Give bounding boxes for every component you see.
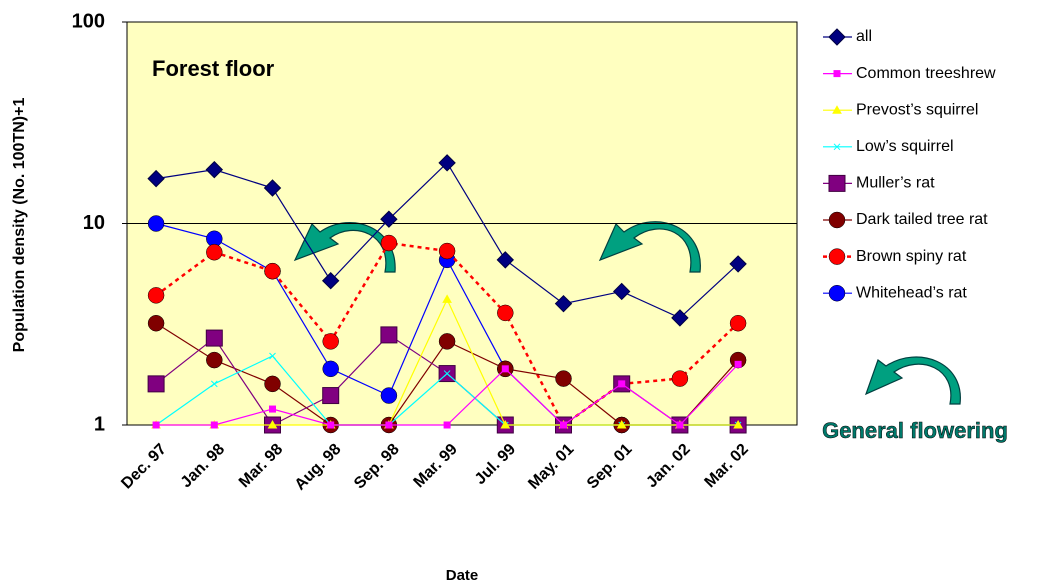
marker — [380, 326, 398, 344]
x-tick-label: Jan. 98 — [178, 441, 228, 491]
marker — [555, 370, 572, 387]
y-tick-label: 1 — [94, 413, 105, 435]
marker — [269, 405, 276, 413]
marker — [205, 160, 224, 179]
y-tick-label: 100 — [72, 10, 105, 32]
marker — [612, 282, 631, 301]
marker — [496, 251, 515, 269]
marker — [322, 333, 339, 350]
x-tick-label: Mar. 99 — [411, 441, 461, 491]
marker — [147, 375, 165, 393]
marker — [560, 421, 567, 429]
marker — [321, 272, 340, 290]
x-tick-label: Aug. 98 — [292, 441, 345, 494]
marker — [438, 333, 456, 350]
marker — [618, 380, 626, 388]
marker — [267, 419, 278, 429]
marker — [833, 143, 841, 151]
legend-item: all — [823, 28, 872, 46]
marker — [616, 419, 627, 429]
marker — [729, 255, 747, 273]
marker — [205, 329, 223, 347]
marker — [269, 352, 276, 360]
marker — [497, 304, 514, 322]
marker — [147, 215, 165, 232]
y-tick-label: 10 — [83, 212, 105, 234]
marker — [828, 174, 846, 192]
legend-item: Brown spiny rat — [823, 248, 967, 265]
marker — [385, 421, 393, 429]
legend-item: Low’s squirrel — [823, 138, 954, 155]
marker — [327, 421, 335, 429]
marker — [729, 314, 747, 332]
legend-label: Brown spiny rat — [856, 248, 967, 265]
marker — [676, 421, 684, 429]
annotation: General flowering — [822, 418, 1008, 443]
chart-title: Forest floor — [152, 56, 275, 81]
marker — [264, 262, 281, 280]
marker — [828, 284, 846, 302]
marker — [832, 105, 842, 114]
legend-item: Muller’s rat — [823, 175, 935, 192]
marker — [833, 70, 841, 78]
marker — [828, 248, 846, 265]
marker — [500, 419, 511, 429]
legend-label: Low’s squirrel — [856, 138, 954, 155]
legend-label: Dark tailed tree rat — [856, 211, 988, 228]
x-axis-title: Date — [446, 567, 479, 584]
x-tick-label: Sep. 01 — [584, 441, 636, 493]
marker — [733, 419, 743, 429]
legend-label: all — [856, 28, 872, 45]
marker — [322, 360, 339, 378]
x-tick-label: Mar. 02 — [702, 441, 752, 491]
legend-label: Muller’s rat — [856, 175, 935, 192]
marker — [380, 210, 398, 228]
marker — [554, 294, 573, 313]
series-line — [155, 241, 739, 427]
marker — [152, 421, 160, 429]
marker — [671, 370, 689, 387]
marker — [210, 380, 218, 388]
legend-label: Prevost’s squirrel — [856, 101, 978, 118]
marker — [828, 28, 846, 46]
marker — [147, 169, 165, 188]
marker — [438, 242, 456, 260]
marker — [263, 179, 282, 197]
marker — [210, 421, 218, 429]
x-tick-label: Mar. 98 — [236, 441, 286, 491]
x-tick-label: Jan. 02 — [643, 441, 693, 491]
marker — [828, 211, 846, 229]
legend-item: Dark tailed tree rat — [823, 211, 988, 229]
marker — [380, 234, 398, 252]
marker — [501, 365, 509, 373]
marker — [438, 154, 456, 172]
legend-label: Common treeshrew — [856, 65, 996, 82]
x-tick-label: Sep. 98 — [351, 441, 403, 493]
series — [147, 154, 747, 327]
marker — [734, 360, 742, 368]
x-tick-label: May. 01 — [525, 441, 577, 493]
marker — [206, 351, 223, 369]
marker — [322, 387, 340, 405]
legend-item: Common treeshrew — [823, 65, 996, 82]
marker — [671, 309, 689, 327]
legend-item: Prevost’s squirrel — [823, 101, 978, 118]
y-axis-title: Population density (No. 100TN)+1 — [11, 98, 28, 353]
marker — [729, 351, 747, 369]
marker — [206, 243, 223, 261]
legend-label: Whitehead’s rat — [856, 284, 967, 301]
marker — [443, 421, 451, 429]
marker — [264, 375, 281, 393]
marker — [442, 294, 452, 303]
legend-item: Whitehead’s rat — [823, 284, 967, 302]
marker — [380, 387, 398, 404]
marker — [443, 370, 451, 377]
marker — [147, 314, 165, 332]
marker — [147, 287, 165, 304]
x-tick-label: Dec. 97 — [118, 441, 170, 493]
series — [152, 360, 742, 429]
x-tick-label: Jul. 99 — [472, 441, 519, 488]
